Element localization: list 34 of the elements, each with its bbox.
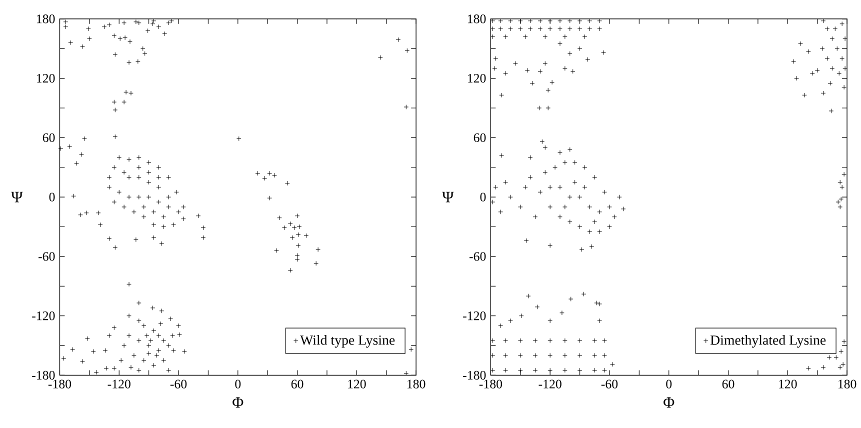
- y-tick-label: 180: [37, 14, 55, 24]
- x-tick-label: 180: [838, 380, 856, 388]
- legend-label: Dimethylated Lysine: [710, 335, 826, 348]
- y-tick-label: 0: [480, 192, 486, 202]
- y-axis-title: Ψ: [11, 192, 23, 202]
- x-tick-label: 0: [666, 380, 672, 388]
- x-tick-label: -120: [108, 380, 130, 388]
- y-tick-label: -120: [463, 312, 486, 320]
- x-tick-label: -60: [170, 380, 187, 388]
- y-tick-label: 180: [468, 14, 486, 24]
- x-tick-label: 120: [348, 380, 366, 388]
- y-tick-label: -60: [470, 252, 486, 261]
- x-tick-label: 60: [722, 380, 734, 388]
- x-tick-label: -180: [479, 380, 502, 388]
- x-axis-title: Φ: [664, 397, 674, 408]
- x-tick-label: -120: [538, 380, 562, 388]
- x-tick-label: 120: [779, 380, 797, 388]
- y-tick-label: 0: [49, 192, 55, 202]
- y-tick-label: 120: [37, 74, 55, 83]
- y-tick-label: -180: [32, 370, 55, 380]
- x-axis-title: Φ: [232, 397, 244, 408]
- y-tick-label: -120: [32, 312, 55, 320]
- x-tick-label: 0: [235, 380, 241, 388]
- y-tick-label: 60: [42, 133, 55, 142]
- y-axis-title: Ψ: [442, 192, 454, 202]
- y-tick-label: -180: [463, 370, 486, 380]
- x-tick-label: -180: [48, 380, 72, 388]
- x-tick-label: -60: [601, 380, 618, 388]
- x-tick-label: 180: [408, 380, 426, 388]
- y-tick-label: 60: [474, 133, 486, 142]
- y-tick-label: 120: [468, 74, 486, 83]
- y-tick-label: -60: [38, 252, 55, 261]
- legend-label: Wild type Lysine: [300, 335, 395, 348]
- x-tick-label: 60: [291, 380, 304, 388]
